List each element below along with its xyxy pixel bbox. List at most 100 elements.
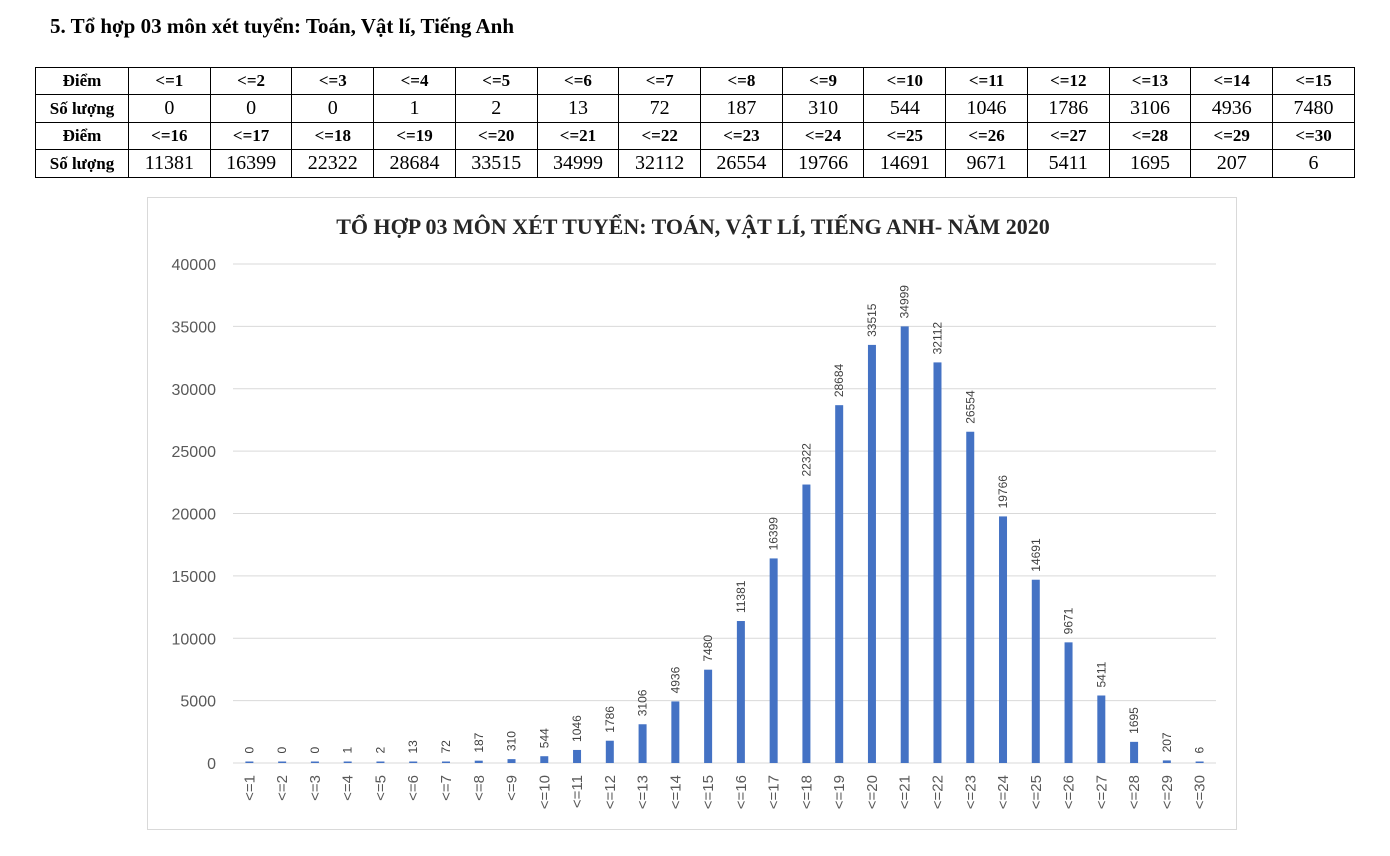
table-cell-count: 16399	[209, 149, 293, 178]
bar	[1130, 741, 1139, 763]
data-label: 4936	[668, 666, 682, 693]
y-axis-ticks: 0 5000 10000 15000 20000 25000 30000 35000 40000	[172, 257, 217, 773]
table-cell-count: 7480	[1272, 94, 1355, 123]
x-tick-label: <=3	[307, 775, 324, 801]
x-tick-label: <=29	[1159, 775, 1176, 809]
bar	[999, 516, 1008, 763]
bar	[507, 759, 516, 763]
table-cell-count: 32112	[618, 149, 702, 178]
x-axis-ticks: <=1 <=2 <=3 <=4 <=5 <=6 <=7 <=8 <=9 <=10 <=11 <=12 <…	[241, 775, 1208, 809]
table-cell-score-label: <=8	[700, 67, 783, 95]
data-labels: 0 0 0 1 2 13 72 187 310 544 1046 1786 3106 4936 7480 11…	[242, 285, 1206, 754]
table-cell-score-label: <=30	[1272, 122, 1355, 150]
table-cell-score-label: <=23	[700, 122, 783, 150]
table-cell-count: 28684	[373, 149, 456, 178]
data-label: 187	[472, 732, 486, 752]
score-table: Điểm <=1 <=2 <=3 <=4 <=5 <=6 <=7 <=8 <=9 <=10 <=11 <…	[35, 67, 1355, 178]
table-row-scores: Điểm <=1 <=2 <=3 <=4 <=5 <=6 <=7 <=8 <=9 <=10 <=11 <…	[35, 67, 1355, 95]
table-cell-count: 13	[536, 94, 620, 123]
x-tick-label: <=14	[667, 775, 684, 809]
bar	[278, 761, 287, 763]
bar	[605, 740, 614, 763]
bar	[736, 621, 745, 763]
x-tick-label: <=1	[241, 775, 258, 801]
table-cell-score-label: <=9	[781, 67, 865, 95]
table-cell-count: 34999	[536, 149, 620, 178]
bar	[638, 724, 647, 763]
data-label: 310	[505, 731, 519, 751]
table-cell-score-label: <=13	[1108, 67, 1192, 95]
data-label: 19766	[996, 475, 1010, 509]
table-cell-count: 4936	[1190, 94, 1274, 123]
data-label: 32112	[930, 322, 944, 355]
data-label: 2	[373, 747, 387, 754]
data-label: 9671	[1062, 607, 1076, 634]
table-cell-count: 9671	[945, 149, 1028, 178]
chart-title: TỔ HỢP 03 MÔN XÉT TUYỂN: TOÁN, VẬT LÍ, T…	[336, 214, 1050, 239]
x-tick-label: <=28	[1126, 775, 1143, 809]
data-label: 207	[1160, 732, 1174, 752]
x-tick-label: <=18	[798, 775, 815, 809]
bar	[474, 760, 483, 763]
data-label: 1786	[603, 706, 617, 733]
data-label: 13	[406, 740, 420, 754]
x-tick-label: <=22	[929, 775, 946, 809]
x-tick-label: <=21	[897, 775, 914, 809]
table-cell-score-label: <=26	[945, 122, 1028, 150]
table-cell-score-label: <=3	[291, 67, 375, 95]
x-tick-label: <=7	[438, 775, 455, 801]
table-cell-score-label: <=4	[373, 67, 456, 95]
x-tick-label: <=13	[635, 775, 652, 809]
y-tick-label: 15000	[172, 569, 217, 586]
table-cell-score-label: <=11	[945, 67, 1028, 95]
bar	[966, 431, 975, 763]
x-tick-label: <=5	[372, 775, 389, 801]
table-cell-score-label: <=29	[1190, 122, 1274, 150]
bar	[1064, 642, 1073, 763]
table-cell-score-label: <=5	[454, 67, 538, 95]
data-label: 1046	[570, 715, 584, 742]
bar	[310, 761, 319, 763]
data-label: 26554	[963, 390, 977, 424]
table-cell-count: 26554	[700, 149, 783, 178]
table-cell-score-label: <=27	[1026, 122, 1110, 150]
x-tick-label: <=4	[340, 775, 357, 801]
bar	[671, 701, 680, 763]
table-cell-score-label: <=21	[536, 122, 620, 150]
x-tick-label: <=8	[471, 775, 488, 801]
x-tick-label: <=15	[700, 775, 717, 809]
x-tick-label: <=9	[504, 775, 521, 801]
table-cell-count: 22322	[291, 149, 375, 178]
bar	[409, 761, 418, 763]
table-cell-score-label: <=20	[454, 122, 538, 150]
row-header-count: Số lượng	[35, 149, 129, 178]
bar	[1031, 579, 1040, 763]
x-tick-label: <=27	[1093, 775, 1110, 809]
data-label: 6	[1193, 747, 1207, 754]
table-cell-count: 72	[618, 94, 702, 123]
table-cell-score-label: <=25	[863, 122, 947, 150]
bar	[376, 761, 385, 763]
x-tick-label: <=6	[405, 775, 422, 801]
table-cell-score-label: <=28	[1108, 122, 1192, 150]
y-tick-label: 20000	[172, 507, 217, 524]
table-cell-count: 1695	[1108, 149, 1192, 178]
x-tick-label: <=23	[962, 775, 979, 809]
y-tick-label: 40000	[172, 257, 217, 274]
table-cell-score-label: <=18	[291, 122, 375, 150]
data-label: 0	[308, 747, 322, 754]
data-label: 544	[537, 728, 551, 748]
x-tick-label: <=19	[831, 775, 848, 809]
x-tick-label: <=30	[1192, 775, 1209, 809]
data-label: 7480	[701, 635, 715, 662]
table-cell-score-label: <=12	[1026, 67, 1110, 95]
data-label: 3106	[636, 689, 650, 716]
table-cell-score-label: <=10	[863, 67, 947, 95]
data-label: 34999	[898, 285, 912, 319]
bar	[441, 761, 450, 763]
x-tick-label: <=16	[733, 775, 750, 809]
table-cell-score-label: <=19	[373, 122, 456, 150]
table-cell-score-label: <=14	[1190, 67, 1274, 95]
table-cell-count: 0	[209, 94, 293, 123]
data-label: 0	[242, 747, 256, 754]
